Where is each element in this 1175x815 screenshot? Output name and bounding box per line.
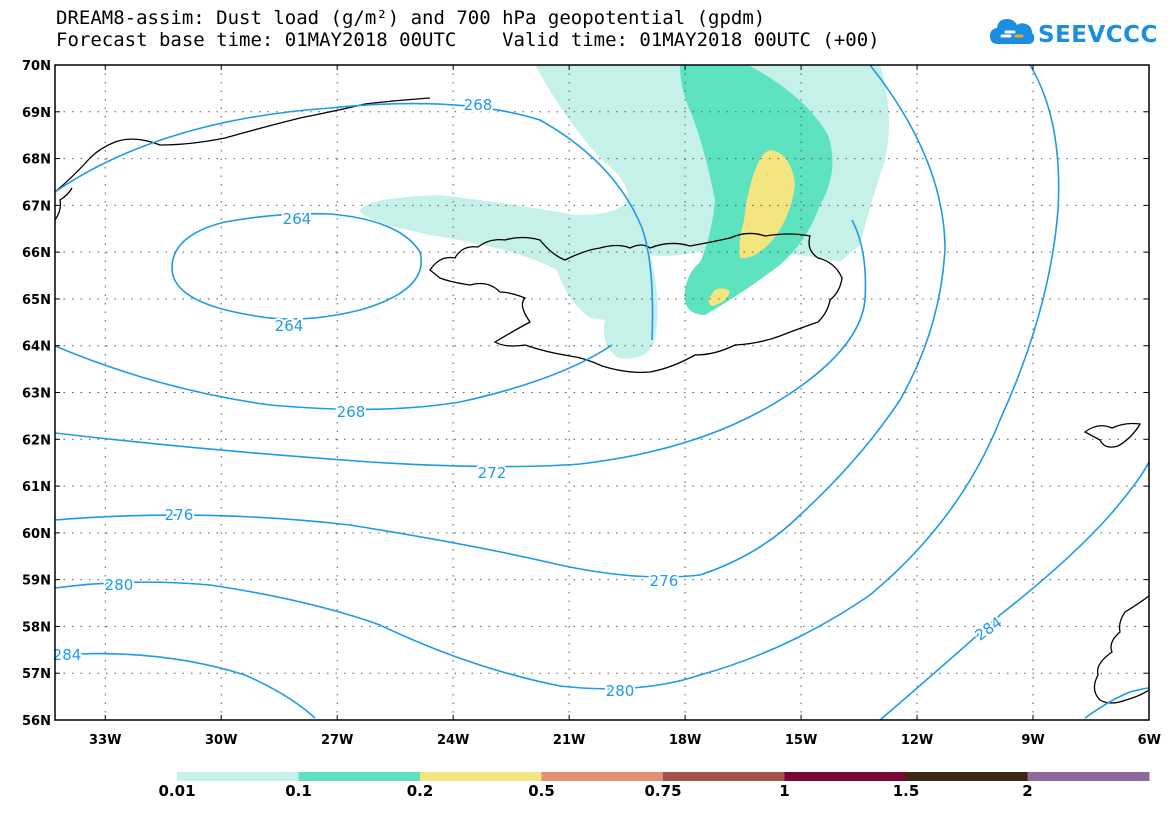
contour-280 <box>55 65 1060 690</box>
contour-288-east <box>1084 687 1149 719</box>
contour-label: 264 <box>275 317 304 335</box>
colorbar-swatch <box>906 772 1028 781</box>
longitude-labels: 33W 30W 27W 24W 21W 18W 15W 12W 9W 6W <box>89 65 1161 748</box>
contour-label: 276 <box>650 572 679 590</box>
colorbar-label: 1 <box>779 782 790 800</box>
contour-label: 268 <box>337 403 366 421</box>
faroe-islands <box>1083 422 1142 448</box>
lon-label: 33W <box>89 733 121 748</box>
contour-label: 284 <box>53 646 82 664</box>
lat-label: 62N <box>22 433 51 448</box>
contour-label: 268 <box>464 96 493 114</box>
lat-label: 67N <box>22 199 51 214</box>
colorbar-swatch <box>663 772 785 781</box>
lat-label: 57N <box>22 667 51 682</box>
seevccc-logo: SEEVCCC <box>988 14 1157 58</box>
colorbar-swatch <box>1027 772 1150 781</box>
lon-label: 21W <box>553 733 585 748</box>
lat-label: 65N <box>22 293 51 308</box>
colorbar-swatch <box>298 772 421 781</box>
colorbar-label: 0.2 <box>406 782 434 800</box>
contour-284 <box>55 652 316 719</box>
lon-label: 12W <box>901 733 933 748</box>
greenland-coast-south <box>55 187 73 221</box>
contour-268-south <box>55 344 613 411</box>
colorbar-label: 2 <box>1022 782 1033 800</box>
map-subtitle: Forecast base time: 01MAY2018 00UTC Vali… <box>56 29 880 51</box>
lon-label: 30W <box>205 733 237 748</box>
contour-284-east <box>879 461 1149 720</box>
contour-label: 280 <box>105 576 134 594</box>
lat-label: 70N <box>22 59 51 74</box>
latitude-labels: 70N 69N 68N 67N 66N 65N 64N 63N 62N 61N 60N 59N 58N 5… <box>22 59 1149 729</box>
iceland-coast <box>429 232 843 374</box>
lat-label: 69N <box>22 106 51 121</box>
lat-label: 64N <box>22 340 51 355</box>
colorbar-label: 1.5 <box>892 782 920 800</box>
contour-268-north <box>55 102 654 341</box>
lat-label: 63N <box>22 387 51 402</box>
lon-label: 24W <box>437 733 469 748</box>
lat-label: 56N <box>22 714 51 729</box>
colorbar-swatch <box>420 772 542 781</box>
contour-label: 280 <box>606 682 635 700</box>
colorbar-swatch <box>177 772 299 781</box>
lon-label: 15W <box>785 733 817 748</box>
colorbar-label: 0.1 <box>285 782 312 800</box>
map-title: DREAM8-assim: Dust load (g/m²) and 700 h… <box>56 7 766 29</box>
dust-load-fill <box>360 65 889 359</box>
lat-label: 59N <box>22 574 51 589</box>
colorbar-swatch <box>784 772 907 781</box>
lat-label: 68N <box>22 153 51 168</box>
logo-text: SEEVCCC <box>1038 22 1158 48</box>
contour-276 <box>55 65 946 578</box>
geopotential-contours <box>55 65 1149 720</box>
lat-label: 60N <box>22 527 51 542</box>
lon-label: 6W <box>1138 733 1161 748</box>
contour-label: 276 <box>165 506 194 524</box>
lon-label: 9W <box>1021 733 1044 748</box>
lon-label: 27W <box>321 733 353 748</box>
cloud-icon <box>990 19 1035 44</box>
lat-label: 58N <box>22 620 51 635</box>
contour-label: 264 <box>283 210 312 228</box>
dust-area-high-small <box>708 288 730 306</box>
lat-label: 66N <box>22 246 51 261</box>
scotland-coast <box>1093 595 1149 704</box>
map-background <box>55 65 1149 720</box>
contour-264 <box>171 212 422 320</box>
contour-272 <box>55 219 867 468</box>
colorbar-label: 0.01 <box>158 782 196 800</box>
colorbar-label: 0.5 <box>528 782 555 800</box>
lon-label: 18W <box>669 733 701 748</box>
contour-label: 272 <box>478 464 507 482</box>
colorbar <box>177 772 1150 781</box>
lat-label: 61N <box>22 480 51 495</box>
colorbar-swatch <box>541 772 664 781</box>
colorbar-label: 0.75 <box>644 782 682 800</box>
dust-area-high <box>739 150 795 259</box>
